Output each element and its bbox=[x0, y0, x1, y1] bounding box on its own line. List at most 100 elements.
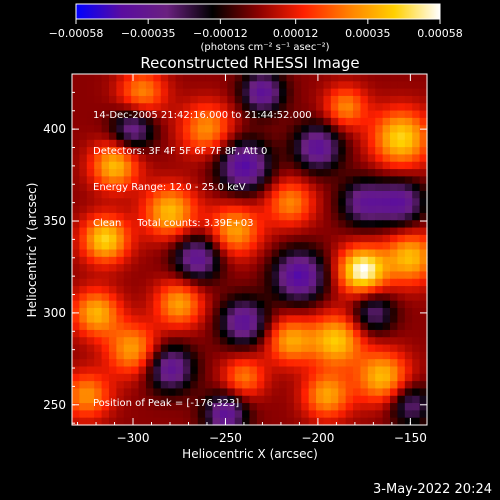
heatmap-cell bbox=[182, 388, 191, 397]
heatmap-cell bbox=[375, 337, 384, 346]
heatmap-cell bbox=[219, 329, 228, 338]
heatmap-cell bbox=[242, 161, 251, 170]
heatmap-cell bbox=[190, 344, 199, 353]
heatmap-cell bbox=[323, 110, 332, 119]
heatmap-cell bbox=[360, 381, 369, 390]
heatmap-cell bbox=[412, 278, 421, 287]
heatmap-cell bbox=[301, 110, 310, 119]
heatmap-cell bbox=[330, 264, 339, 273]
heatmap-cell bbox=[205, 337, 214, 346]
heatmap-cell bbox=[153, 329, 162, 338]
heatmap-cell bbox=[360, 220, 369, 229]
heatmap-cell bbox=[79, 220, 88, 229]
heatmap-cell bbox=[412, 308, 421, 316]
heatmap-cell bbox=[382, 351, 391, 360]
heatmap-cell bbox=[308, 344, 317, 353]
heatmap-cell bbox=[308, 234, 317, 243]
heatmap-cell bbox=[205, 117, 214, 126]
heatmap-cell bbox=[101, 256, 110, 265]
heatmap-cell bbox=[316, 395, 325, 404]
heatmap-cell bbox=[131, 315, 140, 324]
heatmap-cell bbox=[249, 329, 258, 338]
heatmap-cell bbox=[242, 110, 251, 119]
heatmap-cell bbox=[197, 395, 206, 404]
heatmap-cell bbox=[397, 191, 406, 199]
heatmap-cell bbox=[256, 161, 265, 170]
heatmap-cell bbox=[301, 169, 310, 177]
heatmap-cell bbox=[205, 286, 214, 294]
heatmap-cell bbox=[316, 344, 325, 353]
heatmap-cell bbox=[353, 271, 362, 280]
heatmap-cell bbox=[94, 220, 103, 229]
heatmap-cell bbox=[390, 388, 399, 397]
heatmap-cell bbox=[94, 410, 103, 419]
heatmap-cell bbox=[382, 322, 391, 331]
heatmap-cell bbox=[286, 132, 295, 141]
heatmap-cell bbox=[390, 81, 399, 90]
x-tick-label: −300 bbox=[117, 431, 150, 445]
heatmap-cell bbox=[197, 74, 206, 82]
heatmap-cell bbox=[182, 95, 191, 104]
heatmap-cell bbox=[205, 381, 214, 390]
heatmap-cell bbox=[168, 139, 177, 148]
heatmap-cell bbox=[249, 366, 258, 375]
heatmap-cell bbox=[345, 278, 354, 287]
heatmap-cell bbox=[79, 278, 88, 287]
heatmap-cell bbox=[190, 74, 199, 82]
heatmap-cell bbox=[168, 344, 177, 353]
heatmap-cell bbox=[412, 227, 421, 236]
heatmap-cell bbox=[138, 271, 147, 280]
heatmap-cell bbox=[330, 366, 339, 375]
heatmap-cell bbox=[308, 322, 317, 331]
heatmap-cell bbox=[131, 410, 140, 419]
heatmap-cell bbox=[360, 154, 369, 163]
heatmap-cell bbox=[419, 117, 428, 126]
heatmap-cell bbox=[367, 139, 376, 148]
heatmap-cell bbox=[168, 293, 177, 302]
heatmap-cell bbox=[94, 234, 103, 243]
heatmap-cell bbox=[412, 373, 421, 382]
heatmap-cell bbox=[360, 198, 369, 207]
heatmap-cell bbox=[271, 373, 280, 382]
heatmap-cell bbox=[271, 293, 280, 302]
heatmap-cell bbox=[412, 147, 421, 156]
heatmap-cell bbox=[205, 198, 214, 207]
heatmap-cell bbox=[308, 329, 317, 338]
heatmap-cell bbox=[212, 81, 221, 90]
heatmap-cell bbox=[79, 125, 88, 134]
heatmap-cell bbox=[249, 381, 258, 390]
heatmap-cell bbox=[182, 308, 191, 316]
heatmap-cell bbox=[249, 256, 258, 265]
heatmap-cell bbox=[116, 176, 125, 185]
heatmap-cell bbox=[79, 366, 88, 375]
heatmap-cell bbox=[256, 117, 265, 126]
heatmap-cell bbox=[279, 161, 288, 170]
heatmap-cell bbox=[249, 322, 258, 331]
heatmap-cell bbox=[412, 205, 421, 214]
heatmap-cell bbox=[286, 308, 295, 316]
heatmap-cell bbox=[153, 403, 162, 411]
heatmap-cell bbox=[256, 249, 265, 258]
heatmap-cell bbox=[145, 125, 154, 134]
heatmap-cell bbox=[338, 220, 347, 229]
heatmap-cell bbox=[242, 227, 251, 236]
heatmap-cell bbox=[249, 278, 258, 287]
heatmap-cell bbox=[330, 183, 339, 192]
heatmap-cell bbox=[242, 286, 251, 294]
heatmap-cell bbox=[182, 81, 191, 90]
heatmap-cell bbox=[264, 344, 273, 353]
heatmap-cell bbox=[190, 110, 199, 119]
heatmap-cell bbox=[293, 74, 302, 82]
heatmap-cell bbox=[153, 351, 162, 360]
heatmap-cell bbox=[168, 403, 177, 411]
heatmap-cell bbox=[330, 81, 339, 90]
heatmap-cell bbox=[116, 147, 125, 156]
heatmap-cell bbox=[323, 132, 332, 141]
heatmap-cell bbox=[353, 234, 362, 243]
heatmap-cell bbox=[271, 139, 280, 148]
heatmap-cell bbox=[138, 81, 147, 90]
heatmap-cell bbox=[286, 169, 295, 177]
heatmap-cell bbox=[345, 410, 354, 419]
heatmap-cell bbox=[330, 417, 339, 426]
heatmap-cell bbox=[212, 212, 221, 221]
